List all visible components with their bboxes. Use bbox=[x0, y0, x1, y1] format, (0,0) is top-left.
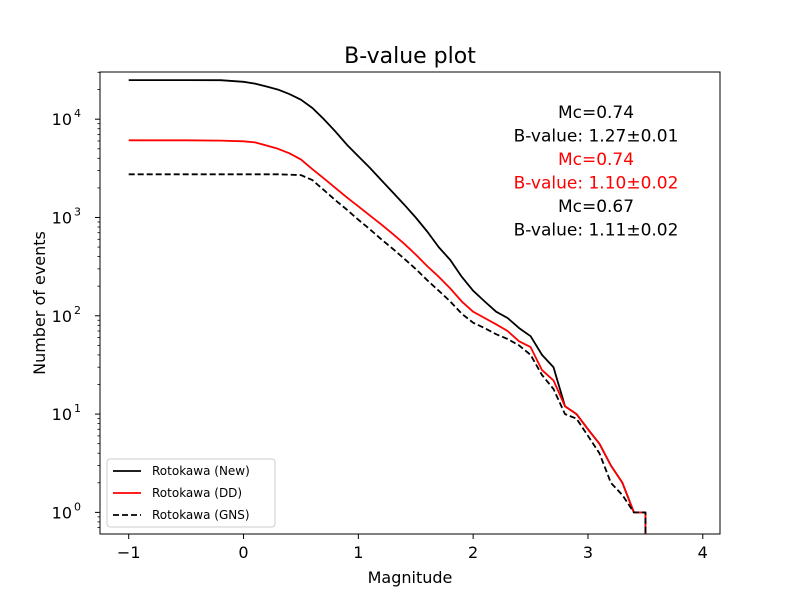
legend-label: Rotokawa (DD) bbox=[152, 486, 242, 500]
stat-annotation: Mc=0.74 bbox=[558, 150, 634, 170]
y-tick-exponent: 2 bbox=[74, 304, 81, 317]
y-tick-label: 10 bbox=[52, 405, 72, 424]
axes-frame bbox=[99, 71, 721, 535]
y-tick-exponent: 0 bbox=[74, 500, 81, 513]
y-axis-title: Number of events bbox=[30, 231, 49, 375]
x-axis-title: Magnitude bbox=[368, 568, 453, 587]
x-tick-label: 3 bbox=[583, 543, 593, 562]
x-tick-label: −1 bbox=[117, 543, 141, 562]
stat-annotation: B-value: 1.11±0.02 bbox=[514, 221, 679, 241]
series-line-1 bbox=[128, 139, 647, 534]
legend-box bbox=[106, 458, 276, 528]
stat-annotation: Mc=0.67 bbox=[558, 197, 634, 217]
y-tick-exponent: 4 bbox=[74, 107, 81, 120]
legend-label: Rotokawa (New) bbox=[152, 464, 250, 478]
y-tick-label: 10 bbox=[52, 110, 72, 129]
x-tick-label: 1 bbox=[353, 543, 363, 562]
x-tick-label: 2 bbox=[468, 543, 478, 562]
stat-annotation: B-value: 1.27±0.01 bbox=[514, 127, 679, 147]
legend: Rotokawa (New) Rotokawa (DD) Rotokawa (GNS… bbox=[106, 458, 276, 528]
y-tick-label: 10 bbox=[52, 208, 72, 227]
series-line-2 bbox=[128, 173, 647, 534]
y-tick-label: 10 bbox=[52, 503, 72, 522]
stat-annotation: Mc=0.74 bbox=[558, 103, 634, 123]
plot-area bbox=[128, 79, 647, 534]
x-tick-label: 4 bbox=[698, 543, 708, 562]
x-tick-label: 0 bbox=[238, 543, 248, 562]
x-axis: −1 0 1 2 3 4 bbox=[117, 534, 708, 562]
y-tick-exponent: 1 bbox=[74, 402, 81, 415]
stat-annotation: B-value: 1.10±0.02 bbox=[514, 174, 679, 194]
annotations: Mc=0.74 B-value: 1.27±0.01 Mc=0.74 B-value:… bbox=[514, 103, 679, 241]
chart-title: B-value plot bbox=[344, 44, 476, 69]
y-tick-label: 10 bbox=[52, 307, 72, 326]
legend-label: Rotokawa (GNS) bbox=[152, 508, 250, 522]
y-tick-exponent: 3 bbox=[74, 205, 81, 218]
